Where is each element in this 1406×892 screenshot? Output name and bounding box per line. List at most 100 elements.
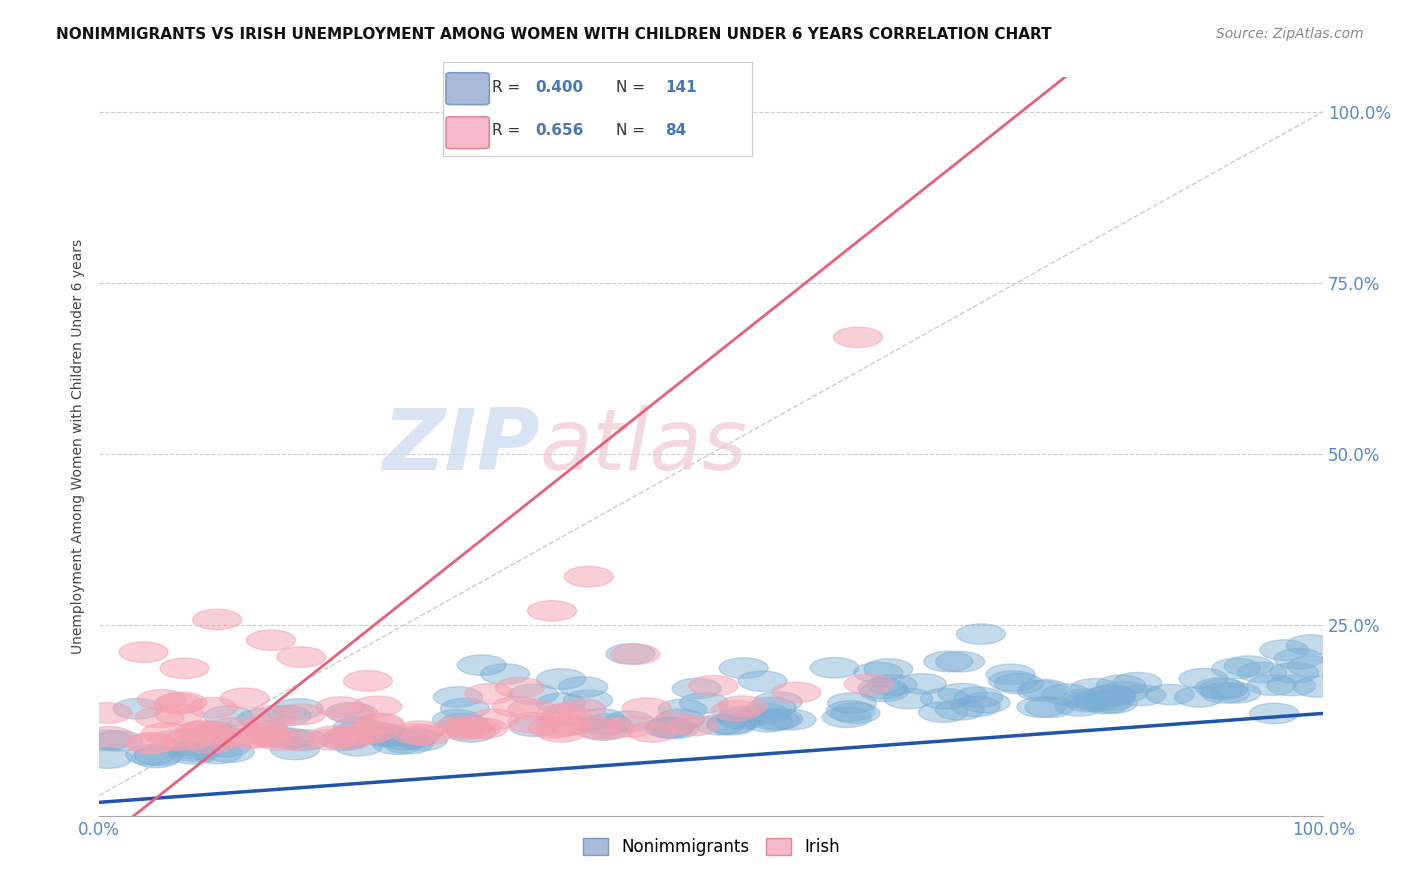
Ellipse shape [606,716,655,737]
Ellipse shape [537,722,586,742]
Ellipse shape [711,700,761,721]
Ellipse shape [658,699,707,720]
Ellipse shape [174,722,224,742]
Ellipse shape [1294,677,1341,698]
Ellipse shape [335,736,382,756]
Ellipse shape [363,726,412,747]
Ellipse shape [696,714,744,735]
Ellipse shape [576,708,626,729]
Ellipse shape [860,681,908,702]
Ellipse shape [610,644,659,665]
Ellipse shape [1146,684,1194,705]
Ellipse shape [120,642,169,663]
Ellipse shape [651,713,700,733]
Ellipse shape [249,706,298,726]
Ellipse shape [586,718,636,739]
Ellipse shape [112,698,162,719]
FancyBboxPatch shape [446,73,489,104]
Ellipse shape [606,644,655,665]
Ellipse shape [238,717,287,738]
Ellipse shape [962,692,1010,713]
Ellipse shape [1201,682,1250,703]
Ellipse shape [921,689,969,709]
Ellipse shape [537,693,585,714]
Ellipse shape [952,696,1000,716]
Ellipse shape [868,674,917,695]
Ellipse shape [132,747,181,768]
Ellipse shape [333,717,382,738]
Ellipse shape [193,743,242,764]
Ellipse shape [1114,673,1161,693]
Ellipse shape [270,739,319,760]
Ellipse shape [1042,684,1091,705]
Ellipse shape [1212,682,1261,703]
Ellipse shape [1025,697,1074,717]
Ellipse shape [127,733,174,754]
Ellipse shape [828,693,876,714]
Text: N =: N = [616,123,650,138]
Ellipse shape [392,723,441,744]
Ellipse shape [83,703,132,723]
Ellipse shape [384,733,433,754]
Ellipse shape [439,719,488,739]
Ellipse shape [558,677,607,698]
Ellipse shape [537,669,585,690]
Ellipse shape [470,709,519,730]
Ellipse shape [191,722,240,742]
Ellipse shape [834,327,883,348]
Ellipse shape [1225,656,1274,676]
Ellipse shape [380,730,429,750]
Ellipse shape [447,722,496,742]
Ellipse shape [433,709,481,730]
Ellipse shape [169,735,218,756]
Ellipse shape [1081,693,1130,714]
Ellipse shape [884,689,932,709]
Ellipse shape [277,647,326,667]
Ellipse shape [163,730,212,750]
Ellipse shape [1017,697,1066,717]
Ellipse shape [326,703,375,723]
Ellipse shape [1174,687,1223,707]
Ellipse shape [200,728,249,748]
Ellipse shape [495,677,544,698]
Ellipse shape [180,721,228,741]
Ellipse shape [527,600,576,621]
Ellipse shape [94,731,143,751]
Ellipse shape [605,711,654,731]
Ellipse shape [994,673,1043,694]
Ellipse shape [858,678,907,698]
Ellipse shape [127,732,176,753]
Text: 141: 141 [665,80,697,95]
Ellipse shape [398,731,447,751]
Ellipse shape [363,724,412,745]
Ellipse shape [353,696,402,716]
Ellipse shape [508,699,557,720]
Ellipse shape [628,722,678,742]
Ellipse shape [669,715,718,736]
Text: 0.400: 0.400 [536,80,583,95]
Ellipse shape [1088,693,1137,714]
Ellipse shape [853,663,903,683]
Ellipse shape [744,712,792,732]
Ellipse shape [186,733,235,754]
Text: Source: ZipAtlas.com: Source: ZipAtlas.com [1216,27,1364,41]
Ellipse shape [321,730,370,750]
Ellipse shape [988,671,1038,691]
Ellipse shape [329,704,378,724]
Text: R =: R = [492,80,526,95]
Ellipse shape [1195,678,1244,698]
Ellipse shape [226,728,274,748]
Ellipse shape [754,692,803,713]
Ellipse shape [1097,675,1146,696]
Ellipse shape [751,710,800,731]
Ellipse shape [1286,635,1336,656]
Ellipse shape [83,747,132,768]
Text: N =: N = [616,80,650,95]
Ellipse shape [238,708,287,729]
Ellipse shape [986,664,1035,684]
Text: 0.656: 0.656 [536,123,583,138]
Ellipse shape [169,744,218,764]
Ellipse shape [388,728,437,748]
Ellipse shape [1070,679,1119,699]
Ellipse shape [1064,691,1112,712]
